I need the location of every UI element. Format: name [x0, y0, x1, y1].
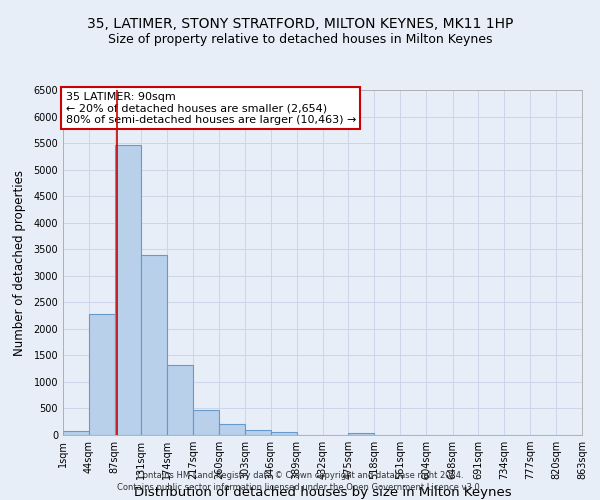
Text: 35 LATIMER: 90sqm
← 20% of detached houses are smaller (2,654)
80% of semi-detac: 35 LATIMER: 90sqm ← 20% of detached hous…: [65, 92, 356, 125]
Bar: [219, 424, 245, 435]
Y-axis label: Number of detached properties: Number of detached properties: [13, 170, 26, 356]
Bar: [115, 145, 141, 435]
Bar: [63, 431, 89, 435]
Bar: [141, 254, 167, 435]
Bar: [193, 410, 219, 435]
Bar: [167, 366, 193, 435]
Text: 35, LATIMER, STONY STRATFORD, MILTON KEYNES, MK11 1HP: 35, LATIMER, STONY STRATFORD, MILTON KEY…: [87, 18, 513, 32]
Text: Contains HM Land Registry data © Crown copyright and database right 2024.: Contains HM Land Registry data © Crown c…: [137, 471, 463, 480]
Bar: [349, 432, 374, 435]
X-axis label: Distribution of detached houses by size in Milton Keynes: Distribution of detached houses by size …: [134, 486, 511, 500]
Text: Contains public sector information licensed under the Open Government Licence v3: Contains public sector information licen…: [118, 484, 482, 492]
Bar: [89, 314, 115, 435]
Text: Size of property relative to detached houses in Milton Keynes: Size of property relative to detached ho…: [108, 32, 492, 46]
Bar: [271, 432, 296, 435]
Bar: [245, 430, 271, 435]
